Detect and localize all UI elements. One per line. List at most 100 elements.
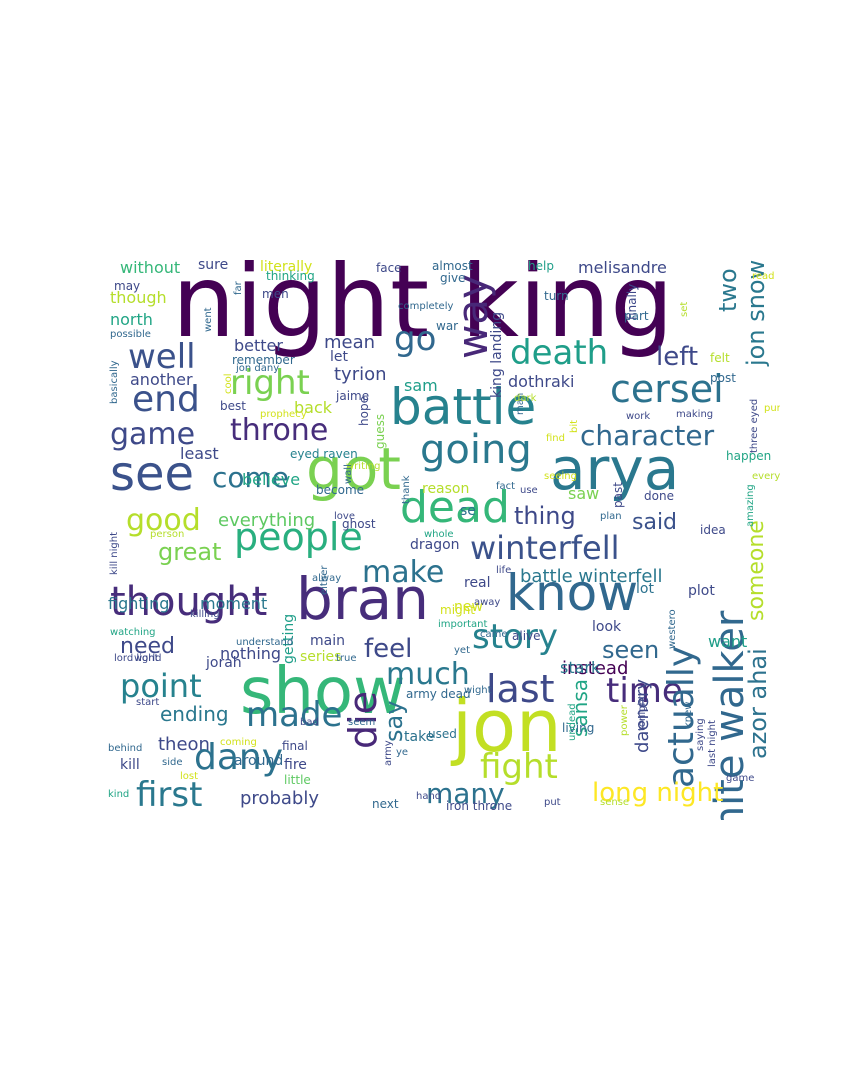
word-cloud: night king jon arya show bran know battle got wh… bbox=[100, 250, 780, 820]
word-188: may bbox=[114, 279, 141, 293]
word-103: little bbox=[284, 773, 311, 787]
word-196: basically bbox=[109, 359, 120, 404]
word-77: better bbox=[234, 336, 283, 355]
word-104: next bbox=[372, 797, 399, 811]
word-123: felt bbox=[710, 351, 730, 365]
word-201: lord light bbox=[114, 653, 159, 664]
word-4: bran bbox=[296, 565, 429, 633]
word-9: dead bbox=[400, 482, 510, 533]
word-37: come bbox=[212, 461, 290, 494]
word-192: completely bbox=[398, 301, 454, 312]
word-149: lost bbox=[180, 771, 199, 782]
word-130: plan bbox=[600, 511, 622, 522]
word-89: stark bbox=[560, 658, 601, 677]
word-48: many bbox=[426, 777, 505, 810]
word-85: new bbox=[454, 599, 483, 615]
word-52: probably bbox=[240, 788, 319, 809]
word-93: around bbox=[234, 753, 284, 769]
word-34: right bbox=[230, 363, 310, 403]
word-26: last bbox=[486, 667, 555, 711]
word-168: three eyed bbox=[749, 398, 760, 453]
word-97: might bbox=[440, 603, 475, 617]
word-63: melisandre bbox=[578, 258, 667, 277]
word-150: hand bbox=[416, 791, 442, 802]
word-47: left bbox=[656, 342, 699, 372]
word-66: king landing bbox=[489, 312, 505, 399]
word-171: read bbox=[752, 271, 775, 282]
word-74: literally bbox=[260, 259, 313, 275]
word-186: ye bbox=[396, 747, 409, 758]
word-61: tyrion bbox=[334, 364, 387, 385]
word-180: came bbox=[480, 629, 508, 640]
word-27: point bbox=[120, 667, 202, 705]
word-142: understand bbox=[236, 637, 294, 648]
word-143: watching bbox=[110, 627, 156, 638]
word-177: wight bbox=[464, 685, 492, 696]
word-112: guess bbox=[373, 413, 387, 449]
word-133: become bbox=[316, 483, 365, 497]
word-92: let bbox=[330, 349, 348, 365]
word-152: sense bbox=[600, 797, 630, 808]
word-15: way bbox=[448, 274, 497, 360]
word-10: people bbox=[234, 515, 363, 559]
word-81: believe bbox=[242, 470, 301, 489]
word-127: happen bbox=[726, 449, 772, 463]
word-90: series bbox=[300, 649, 342, 665]
word-122: finally bbox=[625, 283, 639, 321]
word-73: sure bbox=[198, 257, 229, 273]
word-12: thought bbox=[110, 579, 268, 625]
word-153: bad bbox=[300, 717, 319, 728]
word-83: saw bbox=[568, 484, 600, 503]
word-31: throne bbox=[230, 413, 329, 448]
word-79: back bbox=[294, 398, 333, 417]
word-114: remember bbox=[232, 353, 295, 367]
word-165: amazing bbox=[745, 483, 756, 527]
word-151: put bbox=[544, 797, 561, 808]
word-80: least bbox=[180, 444, 219, 463]
word-194: jon dany bbox=[236, 363, 280, 374]
word-13: fight bbox=[480, 747, 558, 787]
word-0: night king bbox=[172, 250, 674, 360]
word-193: went bbox=[203, 307, 214, 332]
word-181: yet bbox=[454, 645, 470, 656]
word-67: want bbox=[708, 632, 748, 651]
word-198: prophecy bbox=[260, 409, 307, 420]
word-22: made bbox=[246, 695, 343, 735]
word-96: main bbox=[310, 633, 345, 649]
word-72: without bbox=[120, 258, 181, 277]
word-126: making bbox=[676, 409, 714, 420]
word-156: power bbox=[619, 704, 630, 736]
word-102: fire bbox=[284, 757, 307, 773]
word-2: arya bbox=[550, 435, 680, 503]
word-5: know bbox=[506, 564, 639, 622]
word-84: se bbox=[460, 503, 476, 519]
word-128: done bbox=[644, 489, 674, 503]
word-119: help bbox=[528, 259, 554, 273]
word-39: much bbox=[386, 657, 470, 692]
word-75: though bbox=[110, 288, 167, 307]
word-120: turn bbox=[544, 289, 569, 303]
word-53: seen bbox=[602, 636, 660, 664]
word-158: tonight bbox=[637, 694, 648, 731]
word-35: make bbox=[362, 555, 445, 590]
word-134: fact bbox=[496, 481, 516, 492]
word-45: thing bbox=[514, 502, 576, 530]
word-38: long night bbox=[592, 778, 724, 808]
word-54: say bbox=[380, 700, 408, 742]
word-137: ghost bbox=[342, 517, 376, 531]
word-185: army bbox=[383, 740, 394, 766]
word-113: best bbox=[220, 399, 246, 413]
word-167: purpose bbox=[764, 403, 780, 414]
word-146: behind bbox=[108, 743, 143, 754]
word-116: almost bbox=[432, 259, 473, 273]
word-56: instead bbox=[562, 658, 629, 679]
word-68: nothing bbox=[220, 644, 282, 663]
word-189: men bbox=[262, 287, 289, 301]
word-44: said bbox=[632, 510, 678, 535]
word-176: seeing bbox=[544, 471, 577, 482]
word-65: battle winterfell bbox=[520, 566, 663, 587]
word-36: good bbox=[126, 503, 201, 538]
word-17: cersei bbox=[610, 367, 724, 411]
word-87: plot bbox=[688, 583, 715, 599]
word-200: person bbox=[150, 529, 185, 540]
